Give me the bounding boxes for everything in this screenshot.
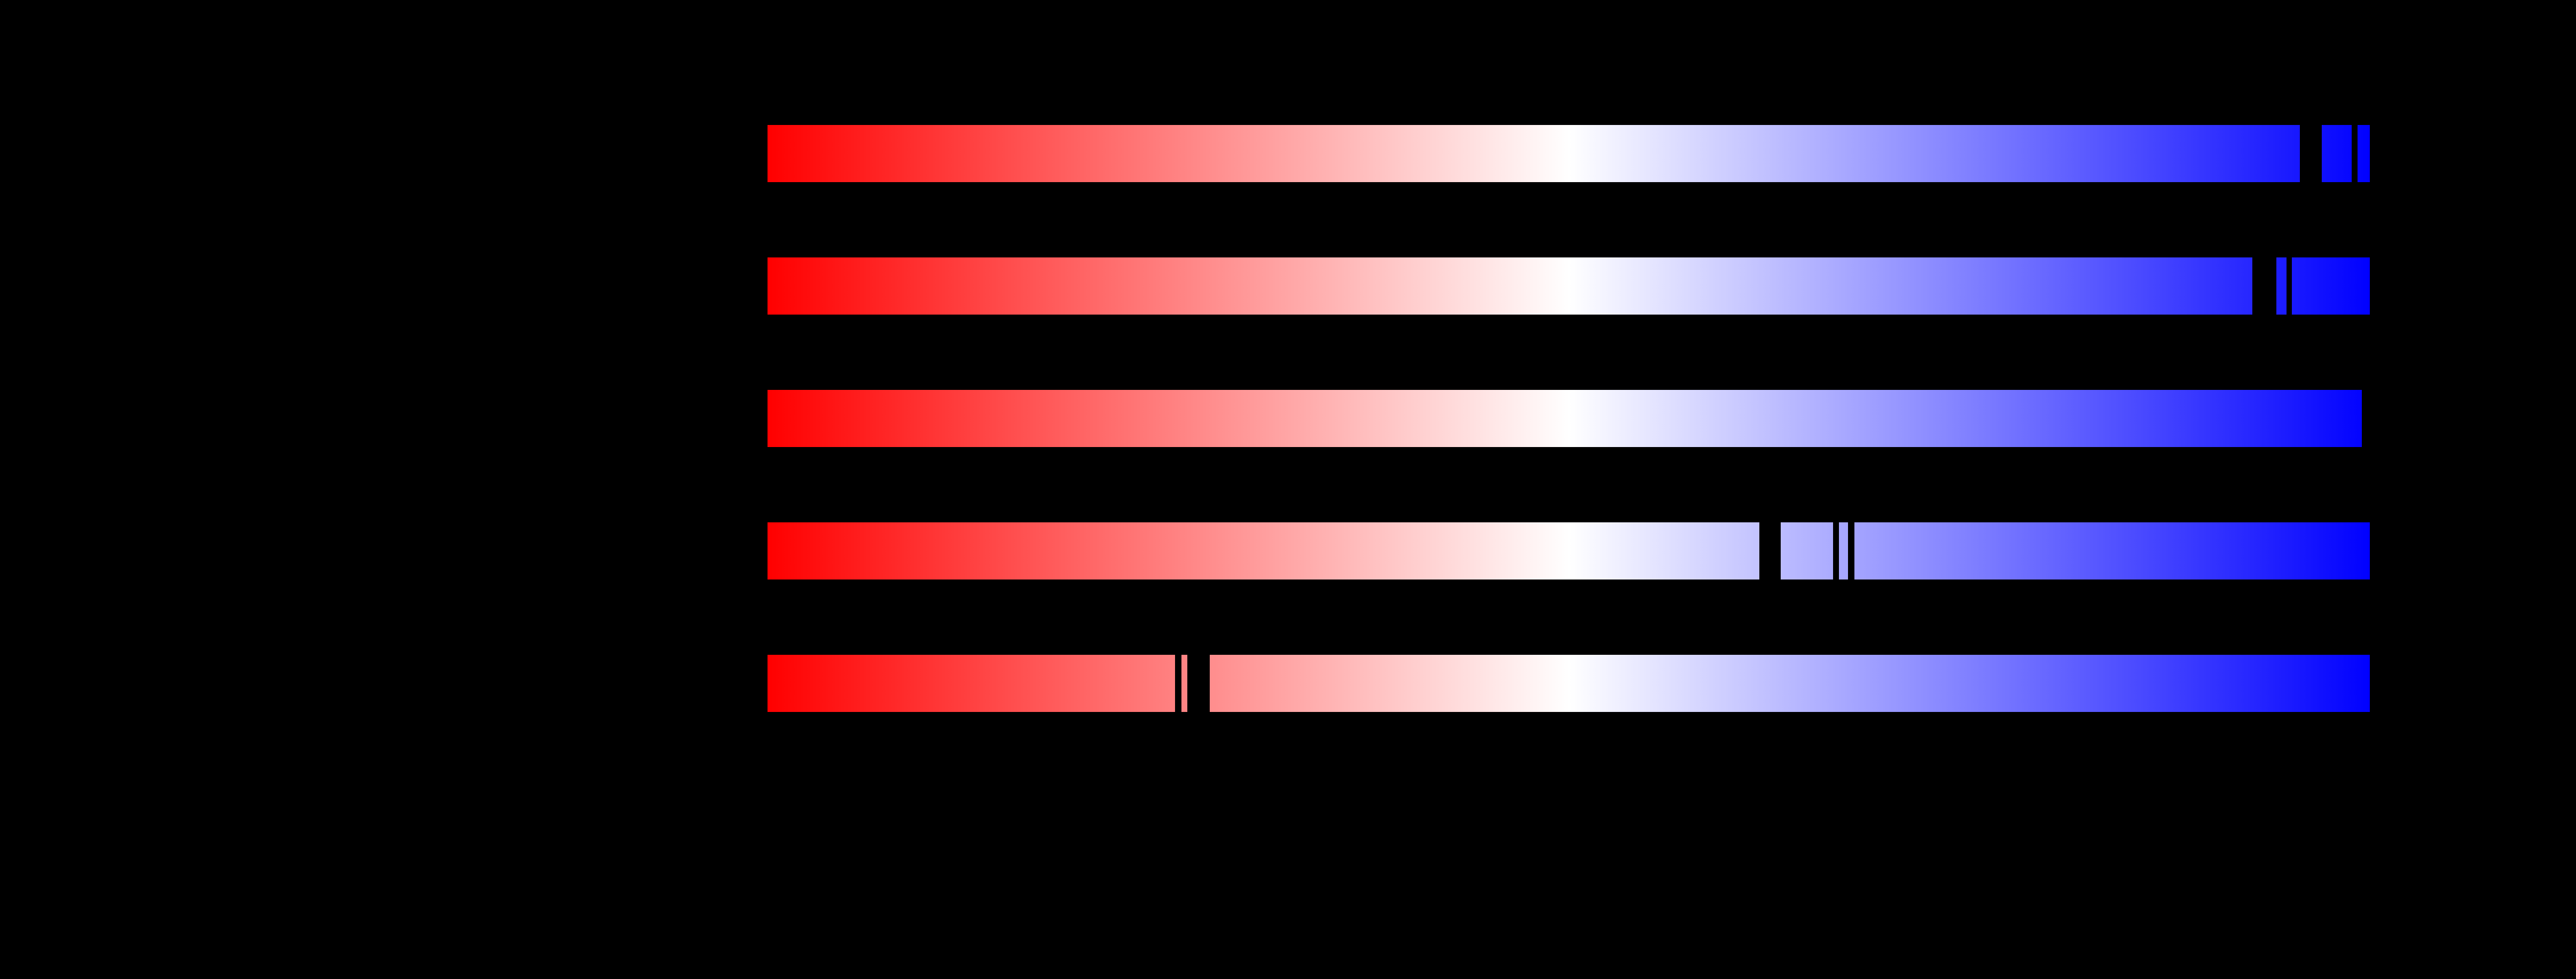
colorbar-row xyxy=(768,125,2371,182)
colorbar-segment xyxy=(2322,125,2352,182)
colorbar-segment xyxy=(768,522,1759,579)
colorbar-segment xyxy=(1210,655,2370,712)
colorbar-row xyxy=(768,257,2371,315)
colorbar-segment xyxy=(2276,257,2287,315)
colorbar-segment xyxy=(1854,522,2370,579)
colorbar-segment xyxy=(1839,522,1848,579)
colorbar-segment xyxy=(768,655,1175,712)
colorbar-row xyxy=(768,522,2371,579)
colorbar-row xyxy=(768,390,2371,447)
colorbar-segment xyxy=(2358,125,2370,182)
colorbar-segment xyxy=(768,390,2362,447)
colorbar-row xyxy=(768,655,2371,712)
colorbar-segment xyxy=(1781,522,1833,579)
colorbar-segment xyxy=(768,257,2252,315)
figure-left-margin xyxy=(0,0,768,979)
colorbar-segment xyxy=(2292,257,2370,315)
colorbar-segment xyxy=(768,125,2300,182)
colorbar-segment xyxy=(1181,655,1187,712)
